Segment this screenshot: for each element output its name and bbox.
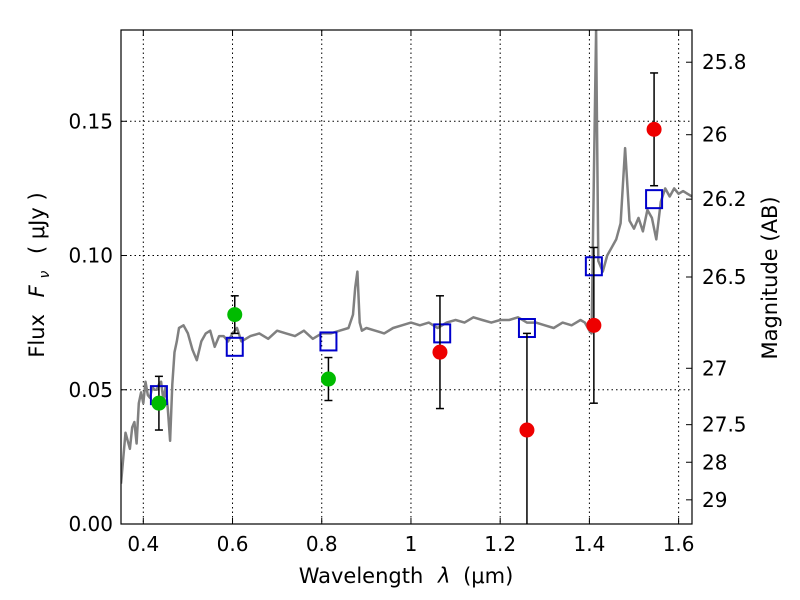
y-tick-label: 0.10 <box>68 244 113 268</box>
model-box <box>433 323 452 344</box>
y-axis-title-sub: ν <box>37 271 53 279</box>
y2-tick-label: 27.5 <box>702 413 747 437</box>
y2-ticks: 25.8 26 26.2 26.5 27 27.5 28 29 <box>686 50 747 512</box>
green-data-point <box>227 307 243 323</box>
y-axis-title-var: F <box>25 284 49 297</box>
x-axis-title-var: λ <box>437 564 450 588</box>
x-tick-label: 0.4 <box>127 532 159 556</box>
y-ticks: 0.00 0.05 0.10 0.15 <box>68 109 127 536</box>
model-boxes <box>149 189 664 406</box>
y-tick-label: 0.00 <box>68 512 113 536</box>
grid-lines <box>121 30 692 525</box>
y2-tick-label: 29 <box>702 488 727 512</box>
y2-axis-title: Magnitude (AB) <box>758 196 782 359</box>
y-axis-title-prefix: Flux <box>25 314 49 358</box>
x-axis-title-unit: (μm) <box>463 564 513 588</box>
y2-tick-label: 27 <box>702 356 727 380</box>
y-axis-title: Flux F ν ( μJy ) <box>25 192 54 357</box>
plot-frame <box>120 29 693 525</box>
x-tick-label: 0.8 <box>306 532 338 556</box>
x-tick-label: 1.6 <box>663 532 695 556</box>
green-data-point <box>320 371 336 387</box>
y2-tick-label: 26 <box>702 123 727 147</box>
x-axis-title: Wavelength λ (μm) <box>299 564 514 588</box>
x-ticks: 0.4 0.6 0.8 1 1.2 1.4 1.6 <box>127 30 695 556</box>
y-axis-title-unit: ( μJy ) <box>25 192 49 254</box>
y-tick-label: 0.15 <box>68 109 113 133</box>
photometry-points <box>151 121 662 438</box>
x-tick-label: 0.6 <box>217 532 249 556</box>
red-data-point <box>432 344 448 360</box>
green-data-point <box>151 395 167 411</box>
model-spectrum <box>121 30 692 484</box>
red-data-point <box>519 422 535 438</box>
error-bars <box>154 72 659 524</box>
x-axis-title-prefix: Wavelength <box>299 564 424 588</box>
red-data-point <box>646 121 662 137</box>
model-box <box>319 331 338 352</box>
x-tick-label: 1 <box>405 532 418 556</box>
model-box <box>645 189 664 210</box>
x-tick-label: 1.4 <box>573 532 605 556</box>
y2-tick-label: 28 <box>702 450 727 474</box>
spectrum-line <box>121 30 692 484</box>
model-box <box>225 336 244 357</box>
x-tick-label: 1.2 <box>484 532 516 556</box>
y2-tick-label: 26.5 <box>702 265 747 289</box>
red-data-point <box>586 317 602 333</box>
y-tick-label: 0.05 <box>68 378 113 402</box>
y2-tick-label: 26.2 <box>702 187 747 211</box>
y2-tick-label: 25.8 <box>702 50 747 74</box>
